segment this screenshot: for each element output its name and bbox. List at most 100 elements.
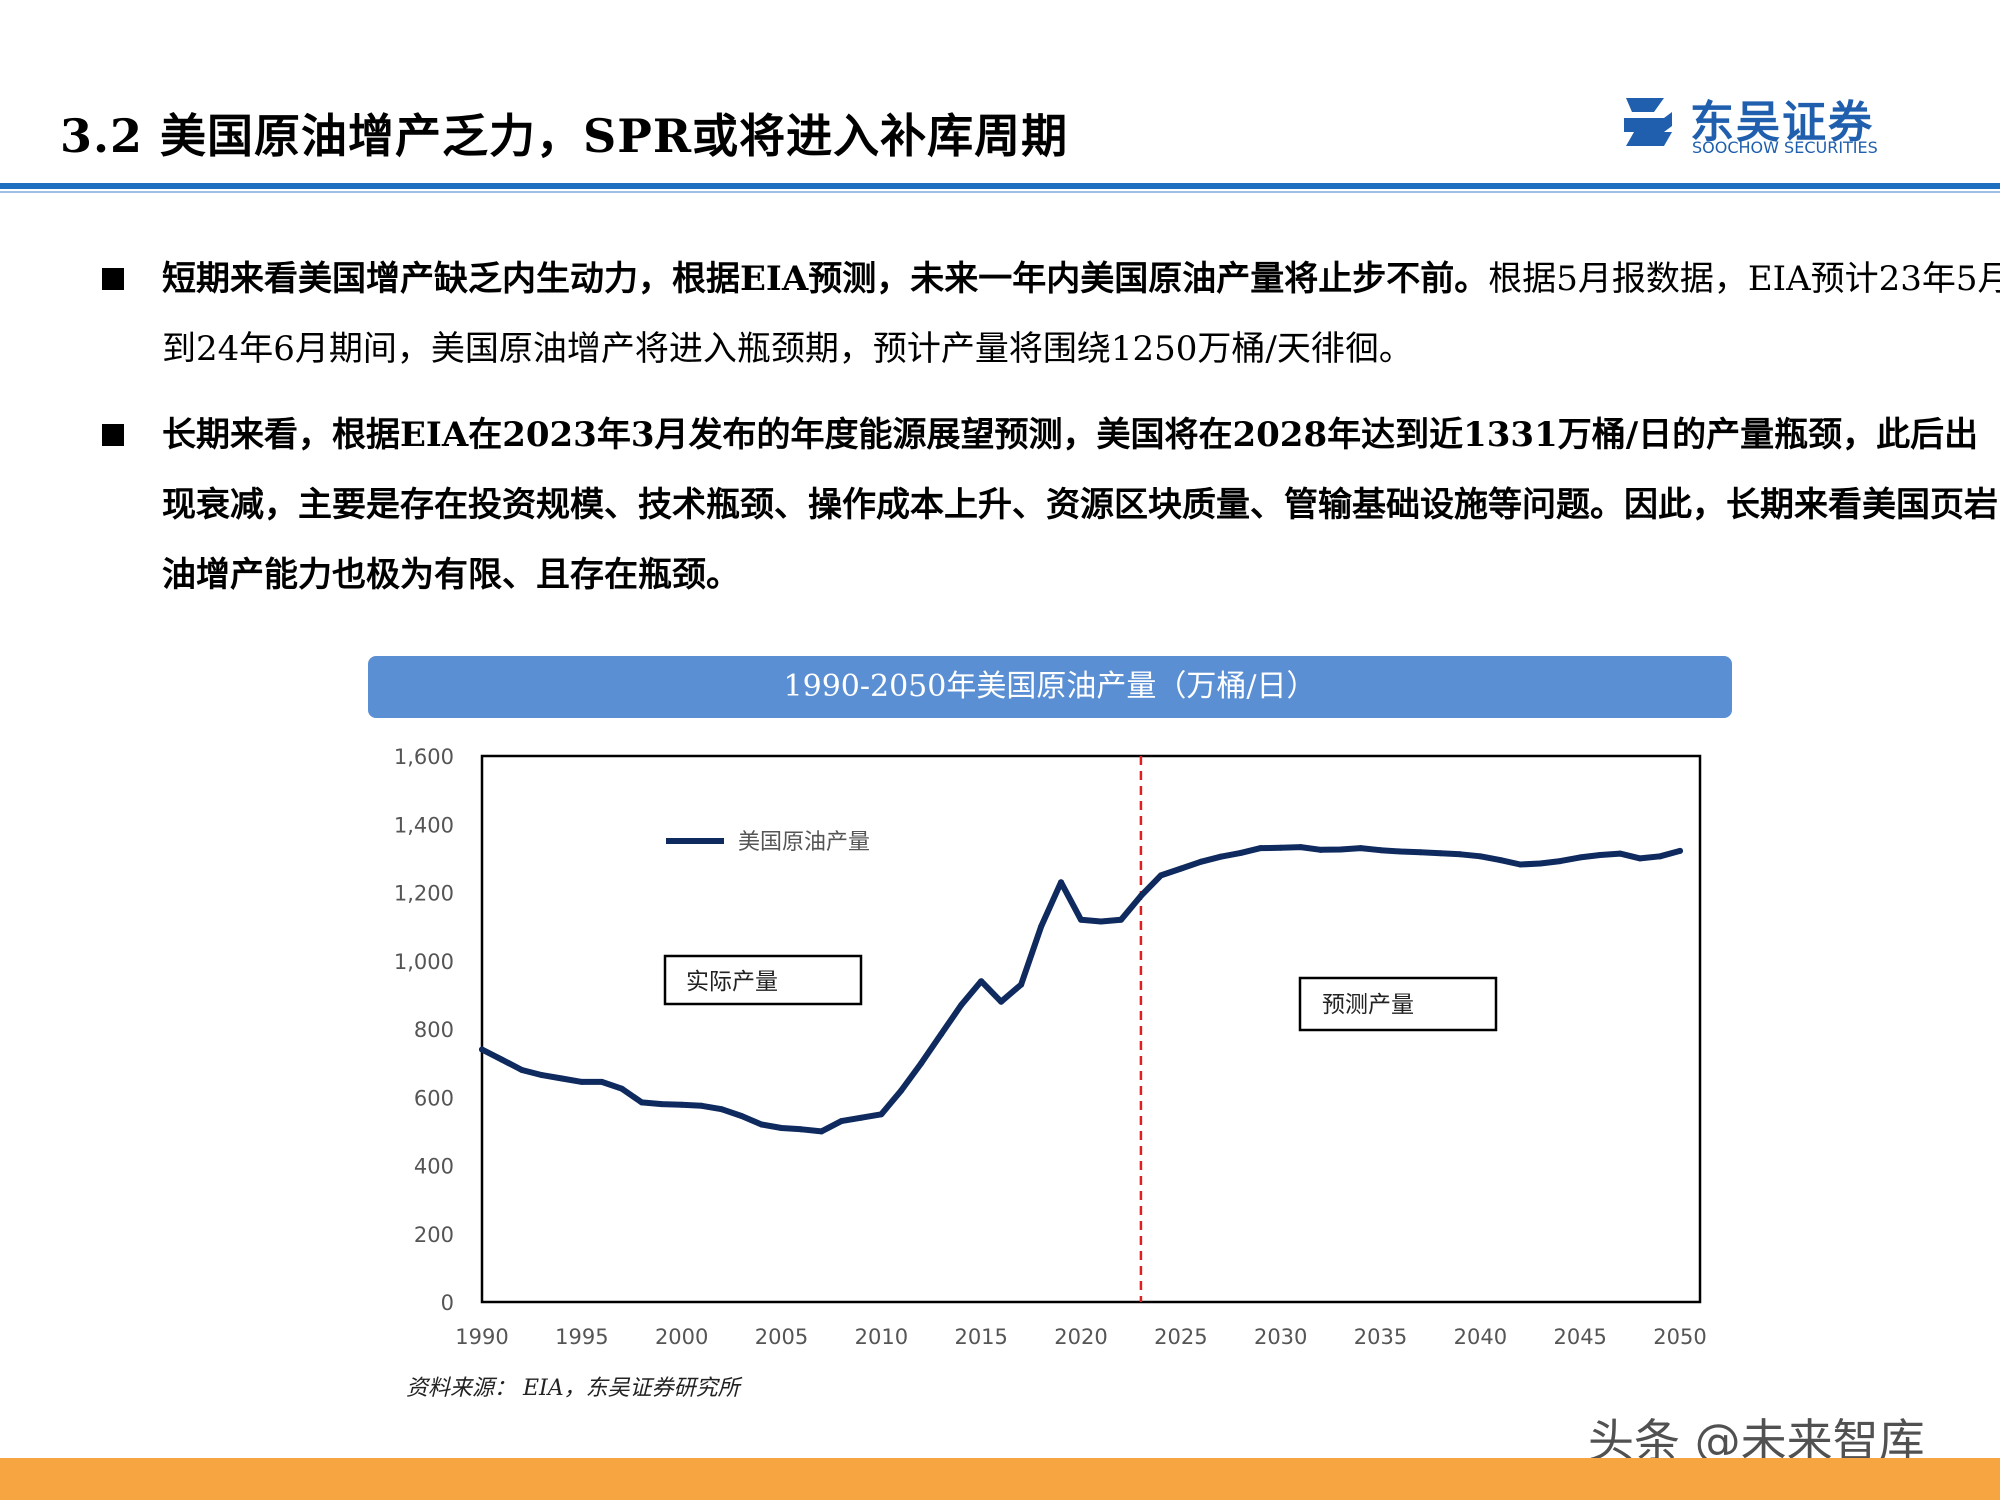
data-point	[1437, 850, 1444, 857]
data-point	[1157, 872, 1164, 879]
data-point	[698, 1102, 705, 1109]
y-tick-label: 0	[441, 1291, 454, 1315]
x-tick-label: 2020	[1054, 1325, 1107, 1349]
legend: 美国原油产量	[666, 830, 870, 855]
series-line-crude-production	[479, 844, 1683, 1135]
bullet-1-bold: 短期来看美国增产缺乏内生动力，根据EIA预测，未来一年内美国原油产量将止步不前。	[162, 259, 1489, 299]
data-point	[898, 1087, 905, 1094]
data-point	[1097, 918, 1104, 925]
data-point	[479, 1046, 485, 1053]
data-point	[1297, 844, 1304, 851]
data-point	[1357, 845, 1364, 852]
footer-bar	[0, 1458, 2000, 1500]
y-tick-label: 1,200	[394, 882, 454, 906]
data-point	[798, 1126, 805, 1133]
x-tick-label: 1995	[555, 1325, 608, 1349]
y-axis-ticks: 0 200 400 600 800 1,000 1,200 1,400 1,600	[394, 745, 454, 1315]
data-point	[778, 1124, 785, 1131]
chart-title: 1990-2050年美国原油产量（万桶/日）	[783, 669, 1317, 704]
data-point	[1137, 892, 1144, 899]
data-point	[878, 1111, 885, 1118]
data-point	[1117, 916, 1124, 923]
chart-source-note: 资料来源： EIA，东吴证券研究所	[406, 1376, 740, 1401]
data-point	[658, 1101, 665, 1108]
data-point	[618, 1085, 625, 1092]
data-point	[938, 1031, 945, 1038]
x-tick-label: 2045	[1553, 1325, 1606, 1349]
data-point	[918, 1060, 925, 1067]
data-point	[1537, 860, 1544, 867]
x-tick-label: 1990	[455, 1325, 508, 1349]
header-divider	[0, 183, 2000, 189]
data-point	[1277, 844, 1284, 851]
data-point	[1217, 853, 1224, 860]
data-point	[998, 998, 1005, 1005]
y-tick-label: 600	[414, 1086, 454, 1110]
logo-chinese-name: 东吴证券	[1690, 97, 1874, 148]
series-points	[479, 844, 1684, 1135]
legend-label: 美国原油产量	[738, 830, 870, 855]
bullet-square-icon	[102, 424, 124, 446]
data-point	[558, 1075, 565, 1082]
scs-logo-icon	[1624, 98, 1672, 146]
x-tick-label: 2025	[1154, 1325, 1207, 1349]
data-point	[1237, 849, 1244, 856]
data-point	[598, 1078, 605, 1085]
y-tick-label: 1,400	[394, 813, 454, 837]
data-point	[1677, 847, 1684, 854]
data-point	[538, 1072, 545, 1079]
data-point	[1257, 845, 1264, 852]
data-point	[1577, 854, 1584, 861]
data-point	[818, 1128, 825, 1135]
company-logo: 东吴证券 SOOCHOW SECURITIES	[1620, 92, 1900, 162]
page-title: 3.2 美国原油增产乏力，SPR或将进入补库周期	[60, 109, 1069, 163]
header-divider-thin	[0, 191, 2000, 193]
data-point	[1617, 850, 1624, 857]
data-point	[1557, 858, 1564, 865]
data-point	[1177, 865, 1184, 872]
chart-title-banner: 1990-2050年美国原油产量（万桶/日）	[368, 656, 1732, 718]
y-tick-label: 400	[414, 1155, 454, 1179]
annotation-actual-label: 实际产量	[686, 969, 778, 995]
data-point	[838, 1118, 845, 1125]
y-tick-label: 1,600	[394, 745, 454, 769]
data-point	[1038, 923, 1045, 930]
y-tick-label: 800	[414, 1018, 454, 1042]
y-tick-label: 200	[414, 1223, 454, 1247]
bullet-1-normal: 根据5月报数据，EIA预计23年5月到24年6月期间，美国原油增产将进入瓶颈期，…	[162, 259, 2000, 369]
data-point	[1657, 853, 1664, 860]
data-point	[1058, 879, 1065, 886]
x-tick-label: 2000	[655, 1325, 708, 1349]
data-point	[498, 1056, 505, 1063]
data-point	[1517, 861, 1524, 868]
data-point	[978, 978, 985, 985]
data-point	[1337, 846, 1344, 853]
data-point	[638, 1099, 645, 1106]
data-point	[1417, 849, 1424, 856]
data-point	[1018, 981, 1025, 988]
annotation-actual: 实际产量	[663, 954, 863, 1006]
x-tick-label: 2035	[1354, 1325, 1407, 1349]
annotation-forecast-label: 预测产量	[1322, 992, 1414, 1018]
annotation-forecast: 预测产量	[1298, 976, 1498, 1032]
data-point	[718, 1106, 725, 1113]
x-tick-label: 2030	[1254, 1325, 1307, 1349]
data-point	[738, 1113, 745, 1120]
data-point	[1377, 847, 1384, 854]
data-point	[1197, 858, 1204, 865]
x-tick-label: 2050	[1653, 1325, 1706, 1349]
data-point	[1497, 857, 1504, 864]
data-point	[858, 1114, 865, 1121]
data-point	[758, 1121, 765, 1128]
logo-english-name: SOOCHOW SECURITIES	[1692, 138, 1878, 157]
data-point	[1397, 848, 1404, 855]
data-point	[1078, 916, 1085, 923]
x-tick-label: 2005	[755, 1325, 808, 1349]
data-point	[1597, 851, 1604, 858]
y-tick-label: 1,000	[394, 950, 454, 974]
data-point	[1317, 846, 1324, 853]
x-tick-label: 2040	[1454, 1325, 1507, 1349]
bullet-2-text: 长期来看，根据EIA在2023年3月发布的年度能源展望预测，美国将在2028年达…	[162, 400, 2000, 610]
x-axis-ticks: 1990 1995 2000 2005 2010 2015 2020 2025 2030 2035…	[455, 1325, 1706, 1349]
